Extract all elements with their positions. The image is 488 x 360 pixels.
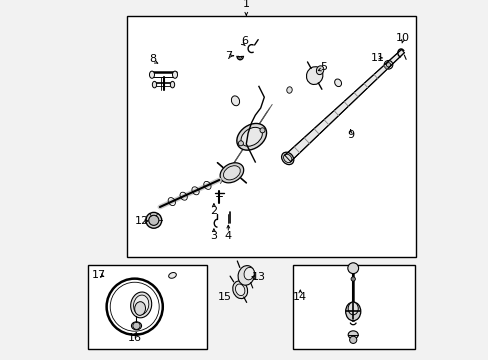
Ellipse shape (149, 71, 154, 78)
Text: 14: 14 (293, 292, 307, 302)
Ellipse shape (236, 123, 266, 150)
Ellipse shape (231, 96, 239, 106)
Ellipse shape (134, 302, 145, 315)
Ellipse shape (241, 127, 262, 146)
Text: 11: 11 (370, 53, 384, 63)
Text: 17: 17 (91, 270, 105, 280)
Circle shape (133, 322, 140, 329)
Ellipse shape (316, 66, 323, 75)
Ellipse shape (168, 273, 176, 278)
Ellipse shape (133, 295, 148, 315)
Circle shape (148, 215, 159, 225)
Circle shape (349, 336, 356, 343)
Text: 13: 13 (251, 272, 265, 282)
Text: 10: 10 (395, 33, 409, 43)
Circle shape (350, 277, 355, 281)
Ellipse shape (130, 292, 151, 318)
Ellipse shape (345, 302, 360, 321)
Ellipse shape (152, 81, 156, 88)
Ellipse shape (244, 267, 254, 280)
Ellipse shape (347, 302, 358, 315)
Text: 2: 2 (210, 206, 217, 216)
Text: 9: 9 (346, 130, 353, 140)
Circle shape (347, 263, 358, 274)
Circle shape (386, 63, 390, 67)
Ellipse shape (347, 331, 358, 339)
Polygon shape (284, 50, 404, 162)
Text: 3: 3 (210, 231, 217, 241)
Ellipse shape (235, 284, 244, 296)
Ellipse shape (220, 163, 243, 183)
Circle shape (384, 60, 392, 69)
Text: 1: 1 (243, 0, 249, 9)
Ellipse shape (283, 154, 291, 163)
Bar (88, 265, 206, 349)
Ellipse shape (232, 281, 247, 298)
Text: 15: 15 (218, 292, 231, 302)
Text: 12: 12 (135, 216, 149, 226)
Ellipse shape (131, 322, 141, 330)
Circle shape (238, 141, 243, 146)
Text: 6: 6 (241, 36, 247, 46)
Text: 7: 7 (224, 51, 231, 61)
Ellipse shape (238, 266, 254, 285)
Text: 16: 16 (127, 333, 142, 343)
Ellipse shape (223, 166, 240, 180)
Bar (127, 16, 415, 257)
Bar (292, 265, 415, 349)
Text: 8: 8 (149, 54, 156, 64)
Text: 5: 5 (320, 62, 326, 72)
Ellipse shape (306, 67, 322, 85)
Ellipse shape (334, 79, 341, 87)
Ellipse shape (286, 87, 292, 93)
Ellipse shape (281, 152, 293, 165)
Circle shape (145, 212, 162, 228)
Circle shape (260, 128, 264, 133)
Text: 4: 4 (224, 231, 231, 241)
Ellipse shape (172, 71, 177, 78)
Ellipse shape (170, 81, 174, 88)
